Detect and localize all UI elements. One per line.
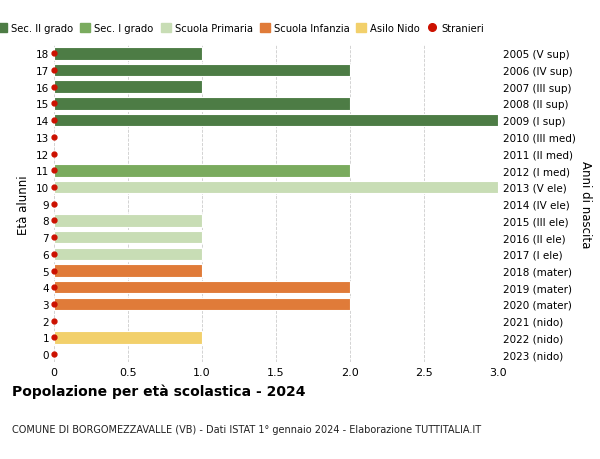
Bar <box>54 81 202 94</box>
Text: Popolazione per età scolastica - 2024: Popolazione per età scolastica - 2024 <box>12 383 305 398</box>
Bar <box>54 48 202 61</box>
Bar <box>54 98 350 111</box>
Bar <box>54 231 202 244</box>
Bar <box>54 65 350 77</box>
Bar <box>54 281 350 294</box>
Y-axis label: Anni di nascita: Anni di nascita <box>580 161 592 248</box>
Bar <box>54 181 498 194</box>
Bar <box>54 265 202 277</box>
Bar <box>54 298 350 311</box>
Legend: Sec. II grado, Sec. I grado, Scuola Primaria, Scuola Infanzia, Asilo Nido, Stran: Sec. II grado, Sec. I grado, Scuola Prim… <box>0 20 488 38</box>
Bar <box>54 215 202 227</box>
Bar <box>54 115 498 127</box>
Bar <box>54 165 350 177</box>
Text: COMUNE DI BORGOMEZZAVALLE (VB) - Dati ISTAT 1° gennaio 2024 - Elaborazione TUTTI: COMUNE DI BORGOMEZZAVALLE (VB) - Dati IS… <box>12 425 481 435</box>
Y-axis label: Età alunni: Età alunni <box>17 174 31 234</box>
Bar <box>54 248 202 261</box>
Bar <box>54 331 202 344</box>
